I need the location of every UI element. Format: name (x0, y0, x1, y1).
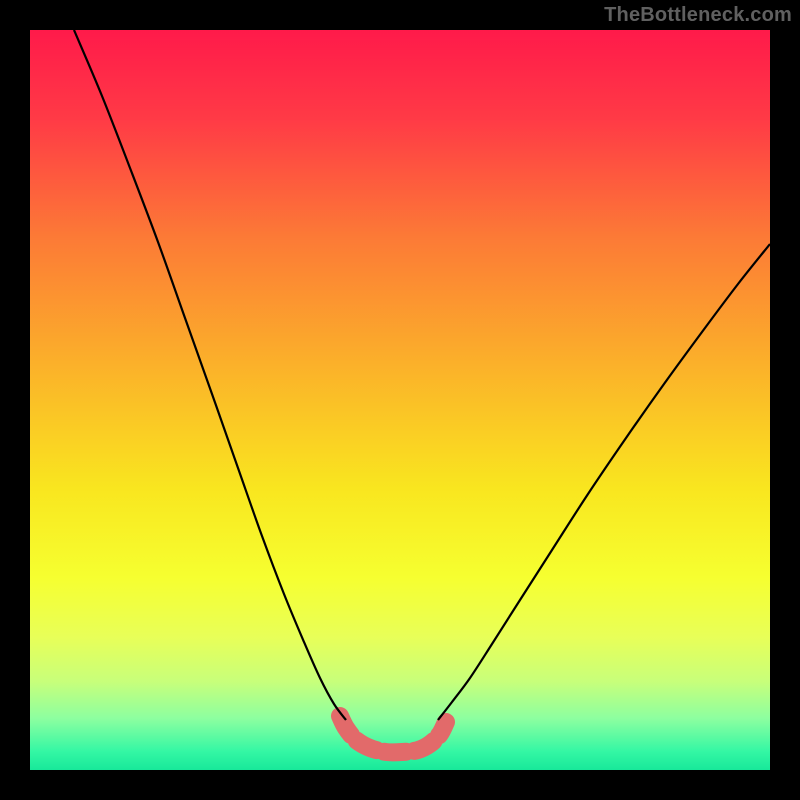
chart-frame: TheBottleneck.com (0, 0, 800, 800)
bottleneck-curve-chart (30, 30, 770, 770)
watermark-text: TheBottleneck.com (604, 4, 792, 27)
chart-background (30, 30, 770, 770)
